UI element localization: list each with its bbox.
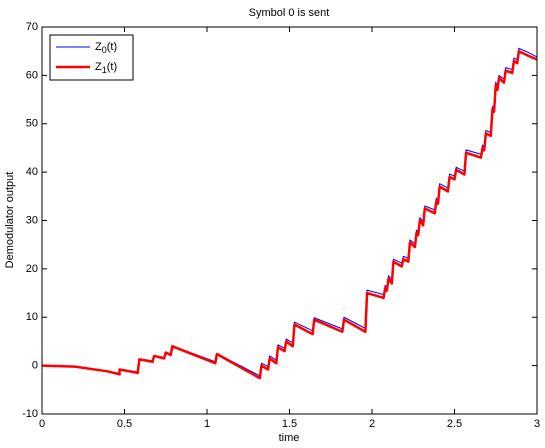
x-tick-label: 0 — [39, 418, 45, 430]
x-tick-label: 2.5 — [447, 418, 462, 430]
legend-label-part: (t) — [107, 61, 117, 73]
legend-label-part: (t) — [107, 41, 117, 53]
x-axis-label: time — [279, 432, 300, 444]
y-tick-label: 10 — [26, 311, 38, 323]
y-tick-label: 50 — [26, 118, 38, 130]
y-tick-label: 0 — [32, 360, 38, 372]
y-tick-label: 70 — [26, 21, 38, 33]
legend-label: Z1(t) — [95, 61, 117, 75]
data-line — [41, 49, 538, 380]
y-tick-label: 20 — [26, 263, 38, 275]
legend-label-part: 0 — [102, 45, 107, 55]
legend-label-part: Z — [95, 61, 102, 73]
y-tick-label: 30 — [26, 214, 38, 226]
x-tick-label: 1.5 — [282, 418, 297, 430]
x-tick-label: 3 — [534, 418, 540, 430]
y-tick-label: 60 — [26, 69, 38, 81]
plot-frame — [41, 26, 538, 415]
x-tick-label: 1 — [204, 418, 210, 430]
y-tick-label: -10 — [22, 408, 38, 420]
legend-label-part: Z — [95, 41, 102, 53]
legend-label: Z0(t) — [95, 41, 117, 55]
y-tick-label: 40 — [26, 166, 38, 178]
plot-area — [42, 27, 537, 414]
x-tick-label: 0.5 — [117, 418, 132, 430]
x-tick-label: 2 — [369, 418, 375, 430]
legend-box — [49, 34, 134, 81]
legend-label-part: 1 — [102, 65, 107, 75]
chart-title: Symbol 0 is sent — [249, 7, 330, 19]
y-axis-label: Demodulator output — [4, 172, 16, 269]
